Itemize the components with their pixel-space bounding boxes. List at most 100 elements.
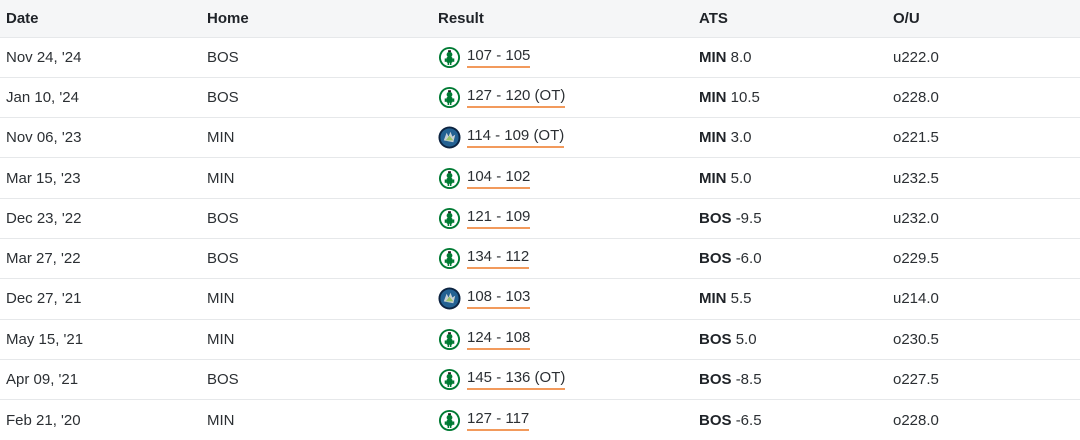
- result-wrap: 108 - 103: [438, 287, 693, 310]
- header-result: Result: [438, 9, 484, 27]
- home-cell: MIN: [207, 129, 235, 147]
- ats-line: 8.0: [730, 48, 752, 66]
- celtics-logo-icon: [438, 86, 461, 109]
- table-row: Mar 27, '22 BOS 134 - 112 BOS -6.0 o229.…: [0, 238, 1080, 278]
- ou-cell: o230.5: [893, 330, 939, 348]
- ats-line: 5.0: [735, 330, 757, 348]
- celtics-logo-icon: [438, 167, 461, 190]
- header-home: Home: [207, 9, 249, 27]
- date-cell: Jan 10, '24: [6, 88, 79, 106]
- result-wrap: 114 - 109 (OT): [438, 126, 693, 149]
- table-row: May 15, '21 MIN 124 - 108 BOS 5.0 o230.5: [0, 319, 1080, 359]
- timberwolves-logo-icon: [438, 287, 461, 310]
- result-wrap: 104 - 102: [438, 167, 693, 190]
- ou-cell: o228.0: [893, 411, 939, 429]
- result-cell: 107 - 105: [432, 37, 693, 77]
- celtics-logo-icon: [438, 207, 461, 230]
- header-row: Date Home Result ATS O/U: [0, 0, 1080, 37]
- ou-cell: u232.5: [893, 169, 939, 187]
- home-cell: MIN: [207, 290, 235, 308]
- table-row: Apr 09, '21 BOS 145 - 136 (OT) BOS -8.5 …: [0, 359, 1080, 399]
- score-link[interactable]: 114 - 109 (OT): [467, 127, 565, 149]
- table-row: Mar 15, '23 MIN 104 - 102 MIN 5.0 u232.5: [0, 157, 1080, 198]
- result-wrap: 127 - 117: [438, 409, 693, 432]
- result-wrap: 134 - 112: [438, 247, 693, 270]
- celtics-logo-icon: [438, 247, 461, 270]
- ats-cell: BOS -8.5: [693, 359, 887, 399]
- score-link[interactable]: 107 - 105: [467, 47, 531, 68]
- score-link[interactable]: 124 - 108: [467, 329, 531, 350]
- ats-line: 10.5: [730, 88, 760, 106]
- ats-cell: MIN 8.0: [693, 37, 887, 77]
- home-cell: BOS: [207, 250, 239, 268]
- ats-line: -8.5: [735, 371, 762, 389]
- header-date: Date: [6, 9, 39, 27]
- result-cell: 121 - 109: [432, 198, 693, 238]
- ats-cell: MIN 5.0: [693, 158, 887, 198]
- score-link[interactable]: 145 - 136 (OT): [467, 369, 566, 391]
- ats-team: BOS: [699, 209, 732, 227]
- ats-cell: MIN 3.0: [693, 118, 887, 158]
- ats-team: MIN: [699, 48, 727, 66]
- ats-cell: BOS -9.5: [693, 198, 887, 238]
- table-row: Nov 24, '24 BOS 107 - 105 MIN 8.0 u222.0: [0, 37, 1080, 77]
- ats-team: BOS: [699, 371, 732, 389]
- ou-cell: o228.0: [893, 88, 939, 106]
- table-header: Date Home Result ATS O/U: [0, 0, 1080, 37]
- score-link[interactable]: 121 - 109: [467, 208, 531, 229]
- ats-line: 5.0: [730, 169, 752, 187]
- ats-cell: MIN 5.5: [693, 279, 887, 319]
- ats-team: BOS: [699, 411, 732, 429]
- header-ou: O/U: [893, 9, 920, 27]
- date-cell: Dec 23, '22: [6, 209, 82, 227]
- header-ats: ATS: [699, 9, 728, 27]
- ou-cell: o229.5: [893, 250, 939, 268]
- result-cell: 108 - 103: [432, 279, 693, 319]
- date-cell: Mar 27, '22: [6, 250, 81, 268]
- home-cell: BOS: [207, 88, 239, 106]
- score-link[interactable]: 104 - 102: [467, 168, 531, 189]
- ats-team: MIN: [699, 169, 727, 187]
- ats-line: -6.5: [735, 411, 762, 429]
- score-link[interactable]: 127 - 117: [467, 410, 530, 431]
- score-link[interactable]: 127 - 120 (OT): [467, 87, 566, 108]
- home-cell: BOS: [207, 48, 239, 66]
- celtics-logo-icon: [438, 328, 461, 351]
- ats-cell: BOS 5.0: [693, 319, 887, 359]
- result-cell: 124 - 108: [432, 319, 693, 359]
- score-link[interactable]: 108 - 103: [467, 288, 531, 310]
- result-wrap: 145 - 136 (OT): [438, 368, 693, 391]
- ou-cell: o227.5: [893, 371, 939, 389]
- ats-line: 3.0: [730, 129, 752, 147]
- date-cell: Apr 09, '21: [6, 371, 79, 389]
- table-row: Feb 21, '20 MIN 127 - 117 BOS -6.5 o228.…: [0, 399, 1080, 440]
- date-cell: Feb 21, '20: [6, 411, 81, 429]
- ats-line: -6.0: [735, 250, 762, 268]
- table-row: Nov 06, '23 MIN 114 - 109 (OT) MIN 3.0 o…: [0, 117, 1080, 158]
- result-wrap: 107 - 105: [438, 46, 693, 69]
- result-cell: 134 - 112: [432, 238, 693, 278]
- home-cell: MIN: [207, 169, 235, 187]
- table-row: Dec 23, '22 BOS 121 - 109 BOS -9.5 u232.…: [0, 198, 1080, 238]
- score-link[interactable]: 134 - 112: [467, 248, 530, 270]
- result-cell: 145 - 136 (OT): [432, 359, 693, 399]
- ats-cell: BOS -6.5: [693, 400, 887, 440]
- table-row: Jan 10, '24 BOS 127 - 120 (OT) MIN 10.5 …: [0, 77, 1080, 117]
- ou-cell: u222.0: [893, 48, 939, 66]
- home-cell: BOS: [207, 209, 239, 227]
- celtics-logo-icon: [438, 409, 461, 432]
- home-cell: MIN: [207, 411, 235, 429]
- result-cell: 127 - 120 (OT): [432, 77, 693, 117]
- date-cell: Nov 06, '23: [6, 129, 82, 147]
- result-cell: 114 - 109 (OT): [432, 118, 693, 158]
- ats-line: -9.5: [735, 209, 762, 227]
- ats-team: MIN: [699, 290, 727, 308]
- ats-line: 5.5: [730, 290, 752, 308]
- date-cell: May 15, '21: [6, 330, 84, 348]
- celtics-logo-icon: [438, 368, 461, 391]
- home-cell: MIN: [207, 330, 235, 348]
- ats-cell: BOS -6.0: [693, 238, 887, 278]
- home-cell: BOS: [207, 371, 239, 389]
- result-cell: 104 - 102: [432, 158, 693, 198]
